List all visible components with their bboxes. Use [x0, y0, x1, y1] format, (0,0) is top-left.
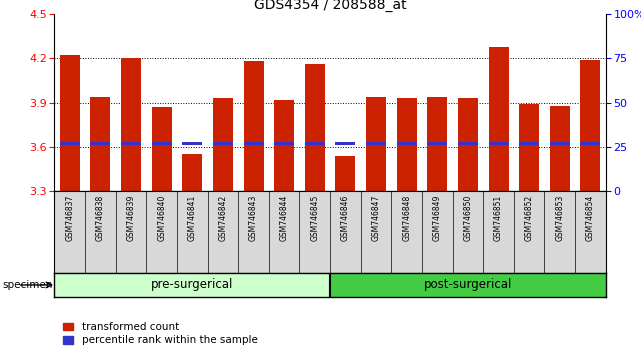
Bar — [458, 98, 478, 191]
Bar — [519, 104, 539, 191]
Text: GSM746853: GSM746853 — [555, 194, 564, 241]
Bar — [274, 100, 294, 191]
Text: GSM746842: GSM746842 — [219, 194, 228, 241]
Text: GSM746848: GSM746848 — [402, 194, 411, 241]
Text: GSM746843: GSM746843 — [249, 194, 258, 241]
Bar — [397, 142, 417, 145]
Bar — [366, 97, 386, 191]
Bar — [244, 142, 263, 145]
Text: GSM746840: GSM746840 — [157, 194, 166, 241]
Text: specimen: specimen — [2, 280, 53, 290]
Bar — [458, 142, 478, 145]
Bar — [397, 98, 417, 191]
Bar — [488, 47, 508, 191]
Text: GSM746854: GSM746854 — [586, 194, 595, 241]
Text: GSM746838: GSM746838 — [96, 194, 105, 241]
Legend: transformed count, percentile rank within the sample: transformed count, percentile rank withi… — [63, 322, 258, 345]
Bar — [90, 142, 110, 145]
Bar — [550, 105, 570, 191]
Bar — [90, 97, 110, 191]
Bar — [428, 97, 447, 191]
Bar — [581, 60, 601, 191]
Text: GSM746837: GSM746837 — [65, 194, 74, 241]
Bar — [60, 56, 79, 191]
Bar — [330, 273, 606, 297]
Bar — [152, 107, 172, 191]
Title: GDS4354 / 208588_at: GDS4354 / 208588_at — [254, 0, 406, 12]
Bar — [182, 154, 203, 191]
Text: GSM746851: GSM746851 — [494, 194, 503, 241]
Bar — [488, 142, 508, 145]
Bar — [54, 273, 330, 297]
Bar — [305, 142, 325, 145]
Bar — [519, 142, 539, 145]
Bar — [121, 58, 141, 191]
Text: GSM746844: GSM746844 — [279, 194, 288, 241]
Bar — [274, 142, 294, 145]
Bar — [152, 142, 172, 145]
Bar — [581, 142, 601, 145]
Bar — [213, 98, 233, 191]
Text: GSM746841: GSM746841 — [188, 194, 197, 241]
Text: GSM746839: GSM746839 — [126, 194, 135, 241]
Bar — [366, 142, 386, 145]
Bar — [213, 142, 233, 145]
Bar — [550, 142, 570, 145]
Text: GSM746849: GSM746849 — [433, 194, 442, 241]
Text: post-surgerical: post-surgerical — [424, 279, 512, 291]
Bar — [428, 142, 447, 145]
Bar — [305, 64, 325, 191]
Text: GSM746852: GSM746852 — [525, 194, 534, 241]
Text: GSM746846: GSM746846 — [341, 194, 350, 241]
Text: pre-surgerical: pre-surgerical — [151, 279, 233, 291]
Bar — [335, 156, 355, 191]
Bar — [335, 142, 355, 145]
Bar — [244, 61, 263, 191]
Text: GSM746850: GSM746850 — [463, 194, 472, 241]
Bar — [60, 142, 79, 145]
Text: GSM746845: GSM746845 — [310, 194, 319, 241]
Bar — [121, 142, 141, 145]
Bar — [182, 142, 203, 145]
Text: GSM746847: GSM746847 — [372, 194, 381, 241]
